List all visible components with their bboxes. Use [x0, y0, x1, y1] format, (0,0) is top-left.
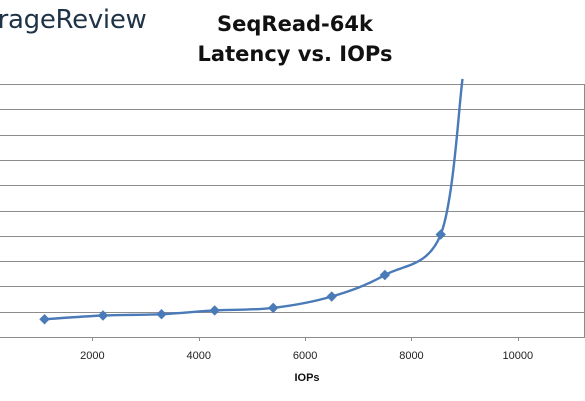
series-line — [44, 78, 464, 321]
series — [39, 78, 464, 325]
data-point — [267, 302, 279, 314]
chart-subtitle: Latency vs. IOPs — [197, 42, 393, 66]
x-tick-label: 10000 — [503, 350, 534, 362]
x-tick-label: 6000 — [293, 350, 317, 362]
data-point — [156, 309, 167, 320]
data-point — [435, 229, 446, 240]
data-point — [97, 310, 109, 321]
x-tick-label: 2000 — [80, 350, 104, 362]
chart-title: SeqRead-64k — [217, 12, 373, 36]
x-tick-label: 8000 — [399, 350, 423, 362]
data-point — [379, 269, 391, 281]
storagereview-logo: orageReview — [0, 5, 147, 35]
x-axis-label: IOPs — [294, 372, 319, 384]
data-point — [326, 291, 337, 302]
data-point — [39, 314, 50, 325]
x-tick-labels: 2000 4000 6000 8000 10000 — [80, 350, 533, 362]
gridlines — [0, 84, 585, 313]
axes — [0, 84, 585, 341]
x-tick-label: 4000 — [186, 350, 210, 362]
data-point — [209, 305, 220, 316]
